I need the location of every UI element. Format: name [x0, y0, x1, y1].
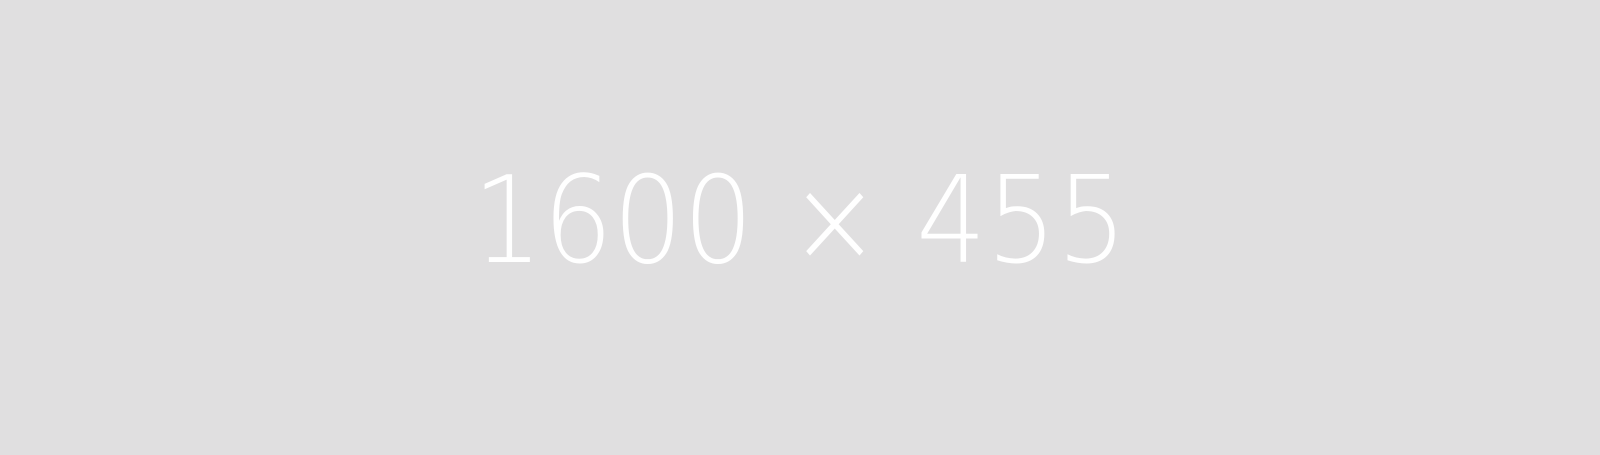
dimensions-label: 1600 × 455 [472, 151, 1128, 291]
